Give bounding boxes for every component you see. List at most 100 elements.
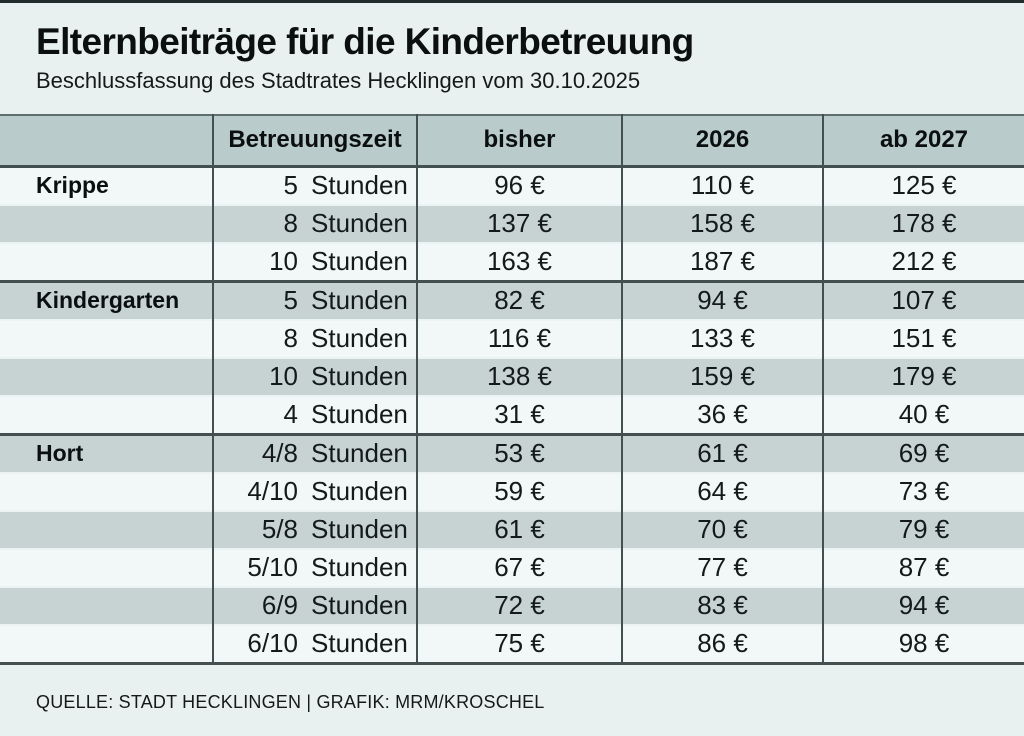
price-2026-cell: 158 € (621, 204, 823, 243)
price-bisher-cell: 75 € (416, 624, 622, 664)
price-2026-cell: 159 € (621, 357, 823, 396)
hours-cell: 10 Stunden (212, 357, 417, 396)
table-row: 10 Stunden 138 € 159 € 179 € (0, 357, 1024, 396)
table-header-row: Betreuungszeit bisher 2026 ab 2027 (0, 114, 1024, 167)
hours-cell: 6/10 Stunden (212, 624, 417, 664)
category-cell: Krippe (36, 172, 109, 199)
category-cell (0, 243, 213, 282)
category-cell (0, 587, 213, 625)
fees-table-body: Krippe 5 Stunden 96 € 110 € 125 € 8 Stunde… (0, 166, 1024, 664)
price-2027-cell: 94 € (822, 586, 1024, 625)
hours-cell: 4/10 Stunden (212, 472, 417, 511)
col-header-2026: 2026 (621, 114, 823, 167)
hours-value: 5 (283, 285, 298, 316)
hours-unit-label: Stunden (311, 246, 408, 277)
price-bisher-cell: 163 € (416, 242, 622, 282)
price-2026-cell: 83 € (621, 586, 823, 625)
hours-unit-label: Stunden (311, 590, 408, 621)
hours-unit-label: Stunden (311, 552, 408, 583)
hours-unit-label: Stunden (311, 399, 408, 430)
category-cell: Kindergarten (36, 287, 180, 314)
price-bisher-cell: 116 € (416, 319, 622, 358)
price-bisher-cell: 67 € (416, 548, 622, 587)
price-2027-cell: 125 € (822, 166, 1024, 205)
hours-unit-label: Stunden (311, 208, 408, 239)
col-header-betreuungszeit: Betreuungszeit (212, 114, 417, 167)
hours-cell: 10 Stunden (212, 242, 417, 282)
hours-cell: 8 Stunden (212, 319, 417, 358)
hours-value: 4 (283, 399, 298, 430)
price-2026-cell: 77 € (621, 548, 823, 587)
fees-table: Betreuungszeit bisher 2026 ab 2027 Kripp… (0, 113, 1024, 665)
category-cell (0, 625, 213, 664)
footer: QUELLE: STADT HECKLINGEN | GRAFIK: MRM/K… (36, 692, 1024, 713)
hours-value: 4/8 (261, 438, 298, 469)
category-cell (0, 396, 213, 435)
price-2027-cell: 178 € (822, 204, 1024, 243)
price-2027-cell: 107 € (822, 281, 1024, 320)
hours-value: 5 (283, 170, 298, 201)
price-bisher-cell: 53 € (416, 434, 622, 473)
price-2027-cell: 73 € (822, 472, 1024, 511)
hours-cell: 4 Stunden (212, 395, 417, 435)
price-bisher-cell: 59 € (416, 472, 622, 511)
page-subtitle: Beschlussfassung des Stadtrates Heckling… (36, 68, 641, 94)
page-title: Elternbeiträge für die Kinderbetreuung (36, 21, 694, 62)
hours-value: 4/10 (247, 476, 298, 507)
price-2026-cell: 133 € (621, 319, 823, 358)
price-2027-cell: 40 € (822, 395, 1024, 435)
price-2026-cell: 94 € (621, 281, 823, 320)
price-2026-cell: 36 € (621, 395, 823, 435)
hours-unit-label: Stunden (311, 628, 408, 659)
price-2027-cell: 212 € (822, 242, 1024, 282)
hours-unit-label: Stunden (311, 285, 408, 316)
price-2027-cell: 151 € (822, 319, 1024, 358)
hours-value: 6/10 (247, 628, 298, 659)
hours-cell: 4/8 Stunden (212, 434, 417, 473)
table-row: 5/10 Stunden 67 € 77 € 87 € (0, 548, 1024, 587)
price-2026-cell: 70 € (621, 510, 823, 549)
price-bisher-cell: 82 € (416, 281, 622, 320)
hours-unit-label: Stunden (311, 438, 408, 469)
hours-unit-label: Stunden (311, 170, 408, 201)
table-row: 8 Stunden 137 € 158 € 178 € (0, 204, 1024, 243)
price-2027-cell: 179 € (822, 357, 1024, 396)
hours-cell: 5/8 Stunden (212, 510, 417, 549)
hours-unit-label: Stunden (311, 323, 408, 354)
category-cell: Hort (36, 440, 84, 467)
hours-value: 10 (269, 361, 298, 392)
header: Elternbeiträge für die Kinderbetreuung B… (0, 3, 1024, 95)
price-2027-cell: 87 € (822, 548, 1024, 587)
price-2027-cell: 79 € (822, 510, 1024, 549)
price-bisher-cell: 31 € (416, 395, 622, 435)
price-bisher-cell: 61 € (416, 510, 622, 549)
table-row: Krippe 5 Stunden 96 € 110 € 125 € (0, 166, 1024, 205)
hours-cell: 5/10 Stunden (212, 548, 417, 587)
price-bisher-cell: 72 € (416, 586, 622, 625)
hours-value: 10 (269, 246, 298, 277)
table-row: 6/10 Stunden 75 € 86 € 98 € (0, 624, 1024, 664)
hours-unit-label: Stunden (311, 476, 408, 507)
table-row: 8 Stunden 116 € 133 € 151 € (0, 319, 1024, 358)
category-cell (0, 320, 213, 358)
price-bisher-cell: 138 € (416, 357, 622, 396)
price-bisher-cell: 137 € (416, 204, 622, 243)
price-2027-cell: 98 € (822, 624, 1024, 664)
hours-cell: 8 Stunden (212, 204, 417, 243)
table-row: 5/8 Stunden 61 € 70 € 79 € (0, 510, 1024, 549)
hours-cell: 6/9 Stunden (212, 586, 417, 625)
hours-cell: 5 Stunden (212, 166, 417, 205)
col-header-bisher: bisher (416, 114, 622, 167)
category-cell (0, 205, 213, 243)
col-header-category (0, 114, 213, 167)
price-bisher-cell: 96 € (416, 166, 622, 205)
price-2026-cell: 86 € (621, 624, 823, 664)
category-cell (0, 511, 213, 549)
hours-value: 5/10 (247, 552, 298, 583)
table-row: 6/9 Stunden 72 € 83 € 94 € (0, 586, 1024, 625)
price-2026-cell: 64 € (621, 472, 823, 511)
table-row: 4/10 Stunden 59 € 64 € 73 € (0, 472, 1024, 511)
table-row: Hort 4/8 Stunden 53 € 61 € 69 € (0, 434, 1024, 473)
table-row: 4 Stunden 31 € 36 € 40 € (0, 395, 1024, 435)
price-2026-cell: 61 € (621, 434, 823, 473)
